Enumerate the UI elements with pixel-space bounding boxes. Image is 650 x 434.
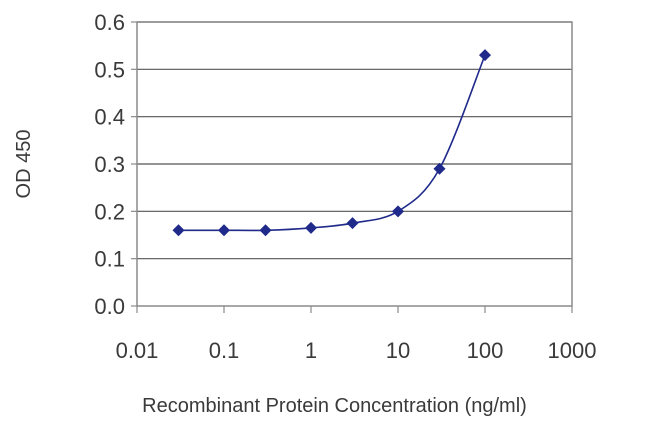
y-tick-label: 0.4 — [94, 105, 125, 130]
data-point — [218, 224, 230, 237]
data-point — [259, 224, 272, 237]
data-point — [305, 221, 317, 234]
data-point — [392, 205, 404, 218]
y-tick-label: 0.1 — [94, 247, 125, 272]
x-axis-title: Recombinant Protein Concentration (ng/ml… — [142, 395, 527, 417]
y-axis: 0.0 0.1 0.2 0.3 0.4 0.5 0.6 — [94, 10, 137, 319]
y-tick-label: 0.2 — [94, 199, 125, 224]
data-point — [479, 49, 491, 62]
data-point — [346, 217, 359, 230]
x-tick-label: 0.1 — [209, 338, 240, 363]
series-line — [178, 54, 486, 232]
x-axis: 0.01 0.1 1 10 100 1000 — [116, 306, 597, 363]
y-tick-label: 0.5 — [94, 57, 125, 82]
y-axis-title: OD 450 — [13, 130, 35, 199]
y-tick-label: 0.0 — [94, 294, 125, 319]
data-point — [433, 162, 446, 175]
data-markers — [172, 49, 491, 237]
x-tick-label: 10 — [386, 338, 410, 363]
y-tick-label: 0.6 — [94, 10, 125, 35]
x-tick-label: 1000 — [548, 338, 597, 363]
x-tick-label: 1 — [305, 338, 317, 363]
y-tick-label: 0.3 — [94, 152, 125, 177]
data-point — [172, 224, 185, 237]
x-tick-label: 100 — [467, 338, 504, 363]
x-tick-label: 0.01 — [116, 338, 159, 363]
